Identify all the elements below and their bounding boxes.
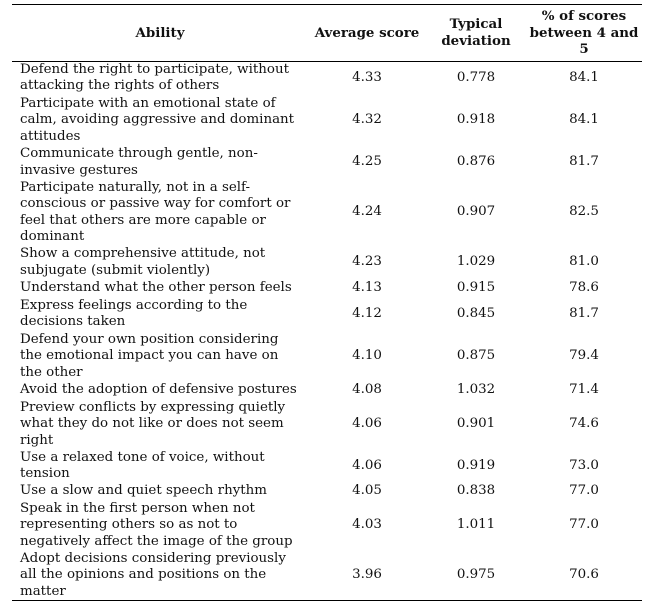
ability-cell: Participate with an emotional state of c… [20, 95, 295, 144]
percent-scores-cell: 77.0 [569, 517, 599, 532]
ability-cell: Preview conflicts by expressing quietly … [20, 399, 286, 448]
ability-cell: Speak in the first person when not repre… [20, 500, 293, 549]
table-row: Defend the right to participate, without… [12, 61, 642, 95]
average-score-cell: 4.23 [352, 254, 382, 270]
percent-scores-cell: 81.0 [569, 254, 599, 270]
percent-scores-cell: 79.4 [569, 348, 599, 363]
ability-cell: Show a comprehensive attitude, not subju… [20, 246, 266, 278]
typical-deviation-cell: 0.918 [456, 112, 496, 127]
average-score-cell: 4.25 [352, 154, 382, 170]
average-score-cell: 4.33 [352, 70, 382, 85]
average-score-cell: 4.10 [352, 348, 382, 363]
table-row: Speak in the first person when not repre… [12, 500, 642, 551]
average-score-cell: 4.06 [352, 457, 382, 473]
table-header: Ability Average score Typical deviation … [12, 4, 642, 61]
average-score-cell: 4.05 [352, 483, 382, 498]
ability-cell: Defend your own position considering the… [20, 331, 279, 380]
header-percent-scores: % of scores between 4 and 5 [529, 8, 639, 57]
percent-scores-cell: 73.0 [569, 457, 599, 473]
table-row: Show a comprehensive attitude, not subju… [12, 246, 642, 280]
ability-cell: Use a slow and quiet speech rhythm [20, 483, 267, 498]
percent-scores-cell: 77.0 [569, 483, 599, 498]
table-row: Defend your own position considering the… [12, 331, 642, 382]
ability-cell: Use a relaxed tone of voice, without ten… [20, 449, 265, 482]
typical-deviation-cell: 0.901 [456, 416, 496, 431]
table-row: Participate with an emotional state of c… [12, 95, 642, 146]
table-row: Preview conflicts by expressing quietly … [12, 399, 642, 450]
average-score-cell: 4.08 [352, 382, 382, 397]
ability-cell: Adopt decisions considering previously a… [20, 550, 286, 599]
ability-cell: Participate naturally, not in a self-con… [20, 179, 291, 245]
average-score-cell: 4.03 [352, 517, 382, 532]
table-row: Use a relaxed tone of voice, without ten… [12, 450, 642, 483]
table-row: Adopt decisions considering previously a… [12, 551, 642, 601]
percent-scores-cell: 82.5 [569, 204, 599, 220]
header-row: Ability Average score Typical deviation … [12, 4, 642, 61]
ability-cell: Avoid the adoption of defensive postures [20, 382, 297, 397]
ability-cell: Understand what the other person feels [20, 280, 292, 295]
typical-deviation-cell: 0.778 [456, 70, 496, 85]
percent-scores-cell: 84.1 [569, 112, 599, 127]
typical-deviation-cell: 0.876 [456, 154, 496, 170]
table-row: Participate naturally, not in a self-con… [12, 180, 642, 246]
typical-deviation-cell: 0.907 [456, 204, 496, 220]
ability-cell: Express feelings according to the decisi… [20, 297, 248, 330]
typical-deviation-cell: 0.915 [456, 280, 496, 295]
table-row: Express feelings according to the decisi… [12, 297, 642, 331]
typical-deviation-cell: 1.032 [456, 382, 496, 397]
typical-deviation-cell: 0.875 [456, 348, 496, 363]
percent-scores-cell: 78.6 [569, 280, 599, 295]
ability-cell: Communicate through gentle, non-invasive… [20, 146, 258, 178]
percent-scores-cell: 74.6 [569, 416, 599, 431]
percent-scores-cell: 81.7 [569, 154, 599, 170]
average-score-cell: 3.96 [352, 567, 382, 582]
typical-deviation-cell: 0.845 [456, 305, 496, 321]
header-average-score: Average score [314, 24, 420, 41]
average-score-cell: 4.24 [352, 204, 382, 220]
table-row: Use a slow and quiet speech rhythm 4.05 0.… [12, 483, 642, 501]
typical-deviation-cell: 0.919 [456, 457, 496, 473]
header-ability: Ability [135, 24, 185, 41]
table-row: Communicate through gentle, non-invasive… [12, 146, 642, 180]
table-row: Understand what the other person feels 4.… [12, 280, 642, 298]
typical-deviation-cell: 0.975 [456, 567, 496, 582]
typical-deviation-cell: 0.838 [456, 483, 496, 498]
average-score-cell: 4.12 [352, 305, 382, 321]
header-typical-deviation: Typical deviation [441, 16, 511, 49]
typical-deviation-cell: 1.029 [456, 254, 496, 270]
document-page: Ability Average score Typical deviation … [12, 4, 642, 601]
percent-scores-cell: 84.1 [569, 70, 599, 85]
average-score-cell: 4.32 [352, 112, 382, 127]
average-score-cell: 4.13 [352, 280, 382, 295]
table-row: Avoid the adoption of defensive postures… [12, 382, 642, 400]
table-body: Defend the right to participate, without… [12, 61, 642, 601]
average-score-cell: 4.06 [352, 416, 382, 431]
percent-scores-cell: 71.4 [569, 382, 599, 397]
percent-scores-cell: 81.7 [569, 305, 599, 321]
typical-deviation-cell: 1.011 [456, 517, 496, 532]
percent-scores-cell: 70.6 [569, 567, 599, 582]
ability-cell: Defend the right to participate, without… [20, 61, 289, 94]
ability-scores-table: Ability Average score Typical deviation … [12, 4, 642, 601]
